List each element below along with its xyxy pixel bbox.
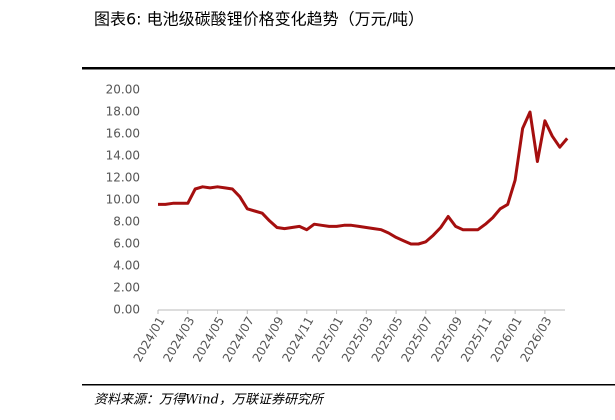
y-tick-label: 14.00 [106, 149, 140, 163]
source-rule [82, 384, 615, 386]
chart-title: 图表6: 电池级碳酸锂价格变化趋势（万元/吨） [94, 10, 424, 29]
price-line [158, 110, 569, 246]
y-tick-label: 6.00 [113, 237, 140, 251]
y-tick-label: 0.00 [113, 303, 140, 317]
y-tick-label: 4.00 [113, 259, 140, 273]
y-tick-label: 12.00 [106, 171, 140, 185]
source-note: 资料来源：万得Wind，万联证券研究所 [94, 392, 325, 408]
y-tick-label: 8.00 [113, 215, 140, 229]
y-tick-label: 18.00 [106, 105, 140, 119]
y-tick-label: 20.00 [106, 83, 140, 97]
y-tick-label: 10.00 [106, 193, 140, 207]
y-tick-label: 16.00 [106, 127, 140, 141]
title-rule [82, 67, 615, 70]
y-tick-label: 2.00 [113, 281, 140, 295]
